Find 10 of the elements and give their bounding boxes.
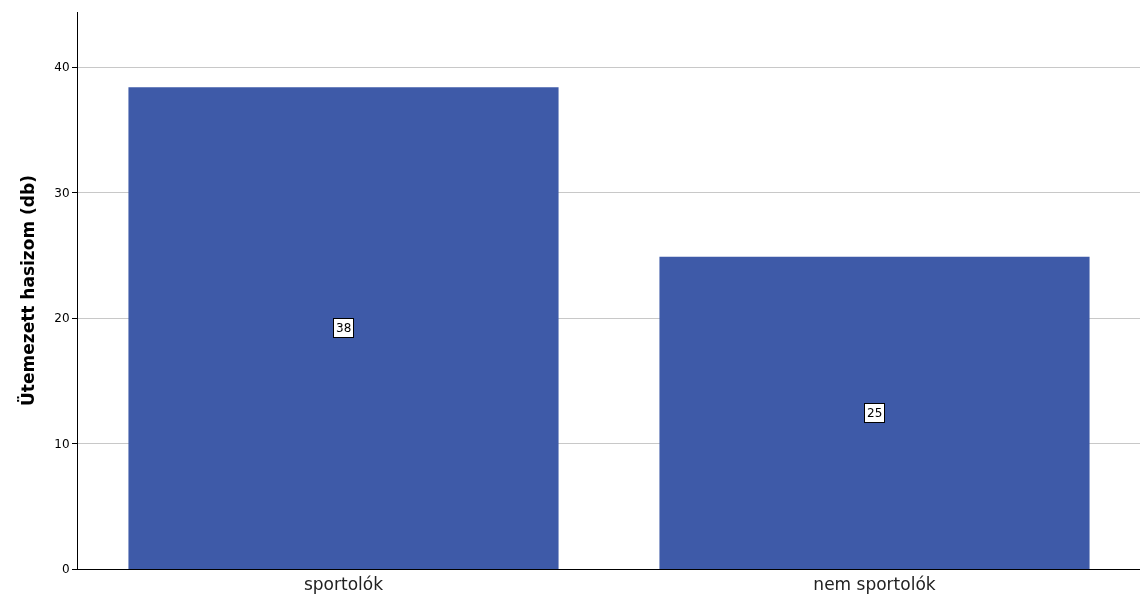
x-tick-label: nem sportolók [813, 574, 936, 595]
x-tick-label: sportolók [303, 574, 384, 595]
y-tick-label: 40 [54, 60, 70, 75]
y-tick-label: 20 [54, 311, 70, 326]
y-axis-title: Ütemezett hasizom (db) [16, 175, 38, 406]
data-label: 38 [336, 321, 352, 335]
y-tick-label: 30 [54, 185, 70, 200]
y-tick-label: 0 [61, 562, 70, 577]
y-tick-label: 10 [54, 436, 70, 451]
data-label: 25 [867, 406, 883, 420]
